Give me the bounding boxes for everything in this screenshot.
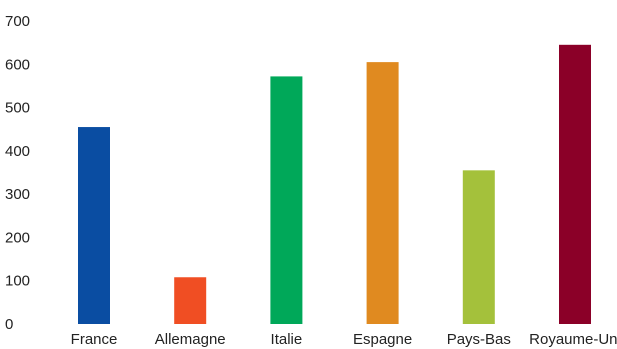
- y-tick-label: 600: [5, 56, 30, 73]
- y-tick-label: 200: [5, 229, 30, 246]
- bar-royaume-uni: [559, 44, 591, 325]
- x-category-label: Pays-Bas: [447, 331, 511, 348]
- bar-espagne: [366, 62, 399, 324]
- x-axis: France Allemagne Italie Espagne Pays-Bas Roya…: [71, 331, 617, 348]
- x-category-label: France: [71, 331, 118, 348]
- y-tick-label: 700: [5, 13, 30, 30]
- bar-pays-bas: [462, 170, 495, 324]
- x-category-label: Royaume-Uni: [529, 331, 617, 348]
- x-category-label: Espagne: [353, 331, 412, 348]
- y-tick-label: 100: [5, 273, 30, 290]
- bar-france: [78, 127, 110, 324]
- x-category-label: Allemagne: [155, 331, 226, 348]
- bar-italie: [270, 76, 303, 324]
- y-tick-label: 500: [5, 100, 30, 117]
- y-axis: 0 100 200 300 400 500 600 700: [5, 13, 30, 333]
- x-category-label: Italie: [271, 331, 303, 348]
- bars: [78, 44, 591, 325]
- y-tick-label: 400: [5, 143, 30, 160]
- y-tick-label: 300: [5, 186, 30, 203]
- y-tick-label: 0: [5, 316, 13, 333]
- bar-allemagne: [174, 277, 207, 324]
